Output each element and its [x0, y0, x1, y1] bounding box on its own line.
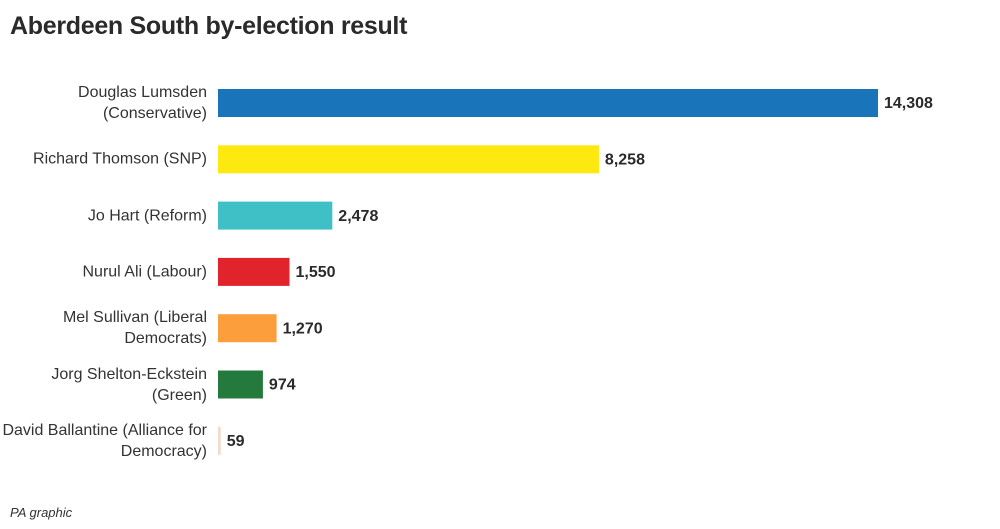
value-label: 59: [227, 433, 245, 450]
category-label: Mel Sullivan (Liberal Democrats): [62, 309, 207, 348]
value-label: 974: [269, 377, 296, 394]
chart-title: Aberdeen South by-election result: [10, 12, 408, 40]
source: PA graphic: [10, 505, 73, 520]
bar: [218, 370, 263, 399]
category-label: Jorg Shelton-Eckstein (Green): [51, 365, 207, 404]
bar: [218, 314, 277, 343]
bar: [218, 145, 599, 174]
value-label: 8,258: [605, 152, 645, 169]
category-label: David Ballantine (Alliance for Democracy…: [2, 421, 207, 460]
value-label: 2,478: [338, 208, 378, 225]
category-label: Nurul Ali (Labour): [82, 263, 208, 281]
bar: [218, 257, 290, 286]
bar: [218, 426, 221, 455]
category-label: Jo Hart (Reform): [87, 207, 207, 225]
bar: [218, 89, 878, 117]
category-label: Richard Thomson (SNP): [33, 150, 207, 168]
bar: [218, 201, 333, 230]
value-label: 14,308: [884, 95, 933, 112]
category-label: Douglas Lumsden (Conservative): [78, 84, 207, 122]
value-label: 1,270: [283, 320, 323, 337]
value-label: 1,550: [295, 264, 335, 281]
